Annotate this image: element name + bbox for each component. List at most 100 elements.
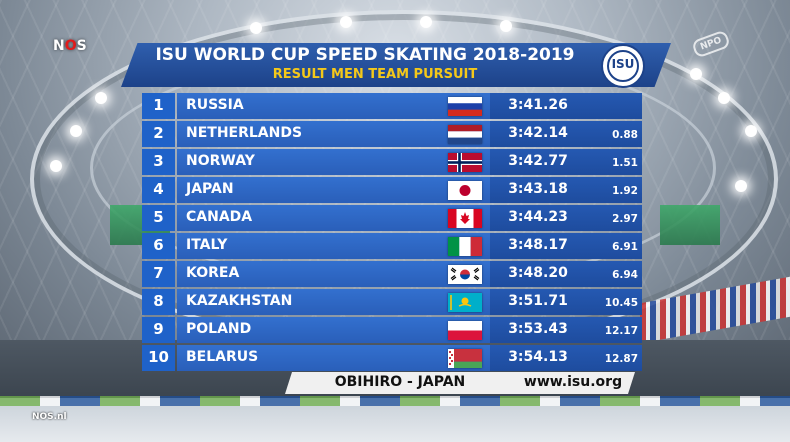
result-row: 5 CANADA 3:44.23 2.97 (142, 205, 642, 231)
nos-logo-letter: S (76, 38, 87, 54)
country-name: KOREA (186, 265, 240, 281)
result-row: 6 ITALY 3:48.17 6.91 (142, 233, 642, 259)
footer-bar (285, 372, 635, 394)
kazakhstan-flag-icon (448, 293, 482, 312)
country-name: RUSSIA (186, 97, 244, 113)
rank-number: 1 (153, 96, 164, 114)
event-location: OBIHIRO - JAPAN (334, 374, 466, 390)
stadium-light (70, 125, 82, 137)
nos-logo-letter: O (64, 38, 77, 54)
rank-number: 6 (153, 236, 164, 254)
stadium-light (735, 180, 747, 192)
time-cell (490, 233, 642, 259)
rank-number: 7 (153, 264, 164, 282)
result-row: 7 KOREA 3:48.20 6.94 (142, 261, 642, 287)
time-cell (490, 317, 642, 343)
rank-number: 5 (153, 208, 164, 226)
result-row: 4 JAPAN 3:43.18 1.92 (142, 177, 642, 203)
time-cell (490, 205, 642, 231)
rank-number: 9 (153, 320, 164, 338)
rank-cell (142, 317, 175, 343)
website-url: www.isu.org (523, 374, 623, 390)
time-gap: 6.94 (612, 269, 638, 281)
result-row: 2 NETHERLANDS 3:42.14 0.88 (142, 121, 642, 147)
norway-flag-icon (448, 153, 482, 172)
result-row: 9 POLAND 3:53.43 12.17 (142, 317, 642, 343)
result-row: 3 NORWAY 3:42.77 1.51 (142, 149, 642, 175)
time-gap: 12.87 (604, 353, 638, 365)
rank-number: 3 (153, 152, 164, 170)
result-time: 3:53.43 (508, 321, 568, 337)
russia-flag-icon (448, 97, 482, 116)
scoreboard-subtitle: RESULT MEN TEAM PURSUIT (272, 67, 478, 82)
stadium-light (340, 16, 352, 28)
result-time: 3:42.77 (508, 153, 568, 169)
arena-green-band (660, 205, 720, 245)
korea-flag-icon (448, 265, 482, 284)
netherlands-flag-icon (448, 125, 482, 144)
result-time: 3:44.23 (508, 209, 568, 225)
country-name: CANADA (186, 209, 253, 225)
stadium-light (50, 160, 62, 172)
time-gap: 1.51 (612, 157, 638, 169)
belarus-flag-icon (448, 349, 482, 368)
results-table: 1 RUSSIA 3:41.26 2 NETHERLANDS 3:42.14 0… (142, 93, 642, 372)
nos-bottom-logo: NOS.nl (32, 412, 67, 422)
stadium-light (745, 125, 757, 137)
time-gap: 10.45 (604, 297, 638, 309)
country-name: NORWAY (186, 153, 255, 169)
result-row: 8 KAZAKHSTAN 3:51.71 10.45 (142, 289, 642, 315)
scoreboard-title: ISU WORLD CUP SPEED SKATING 2018-2019 (155, 45, 575, 65)
result-time: 3:54.13 (508, 349, 568, 365)
nos-logo: NOS (53, 38, 87, 54)
time-gap: 6.91 (612, 241, 638, 253)
country-name: BELARUS (186, 349, 259, 365)
rank-number: 4 (153, 180, 164, 198)
stadium-light (690, 68, 702, 80)
result-time: 3:43.18 (508, 181, 568, 197)
rank-number: 2 (153, 124, 164, 142)
rank-cell (142, 149, 175, 175)
time-cell (490, 289, 642, 315)
country-name: JAPAN (186, 181, 234, 197)
japan-flag-icon (448, 181, 482, 200)
rank-cell (142, 121, 175, 147)
rank-cell (142, 289, 175, 315)
time-cell (490, 345, 642, 371)
advertising-boards (0, 396, 790, 406)
country-name: KAZAKHSTAN (186, 293, 293, 309)
nos-logo-letter: N (53, 38, 65, 54)
isu-logo: ISU (601, 44, 645, 88)
time-gap: 1.92 (612, 185, 638, 197)
country-name: NETHERLANDS (186, 125, 303, 141)
stadium-light (500, 20, 512, 32)
rank-number: 10 (148, 348, 169, 366)
title-banner (121, 43, 671, 87)
isu-logo-text: ISU (611, 57, 635, 71)
time-gap: 2.97 (612, 213, 638, 225)
poland-flag-icon (448, 321, 482, 340)
result-time: 3:48.20 (508, 265, 568, 281)
rank-cell (142, 261, 175, 287)
rank-number: 8 (153, 292, 164, 310)
rank-cell (142, 345, 175, 371)
country-name: POLAND (186, 321, 252, 337)
rank-cell (142, 205, 175, 231)
stadium-light (250, 22, 262, 34)
result-time: 3:48.17 (508, 237, 568, 253)
time-cell (490, 121, 642, 147)
time-cell (490, 177, 642, 203)
result-time: 3:51.71 (508, 293, 568, 309)
time-cell (490, 261, 642, 287)
result-row: 10 BELARUS 3:54.13 12.87 (142, 345, 642, 371)
country-name: ITALY (186, 237, 228, 253)
result-time: 3:41.26 (508, 97, 568, 113)
stadium-light (718, 92, 730, 104)
italy-flag-icon (448, 237, 482, 256)
rank-cell (142, 233, 175, 259)
isu-logo-ring (607, 50, 639, 82)
time-cell (490, 93, 642, 119)
stadium-light (420, 16, 432, 28)
rank-cell (142, 177, 175, 203)
rank-cell (142, 93, 175, 119)
